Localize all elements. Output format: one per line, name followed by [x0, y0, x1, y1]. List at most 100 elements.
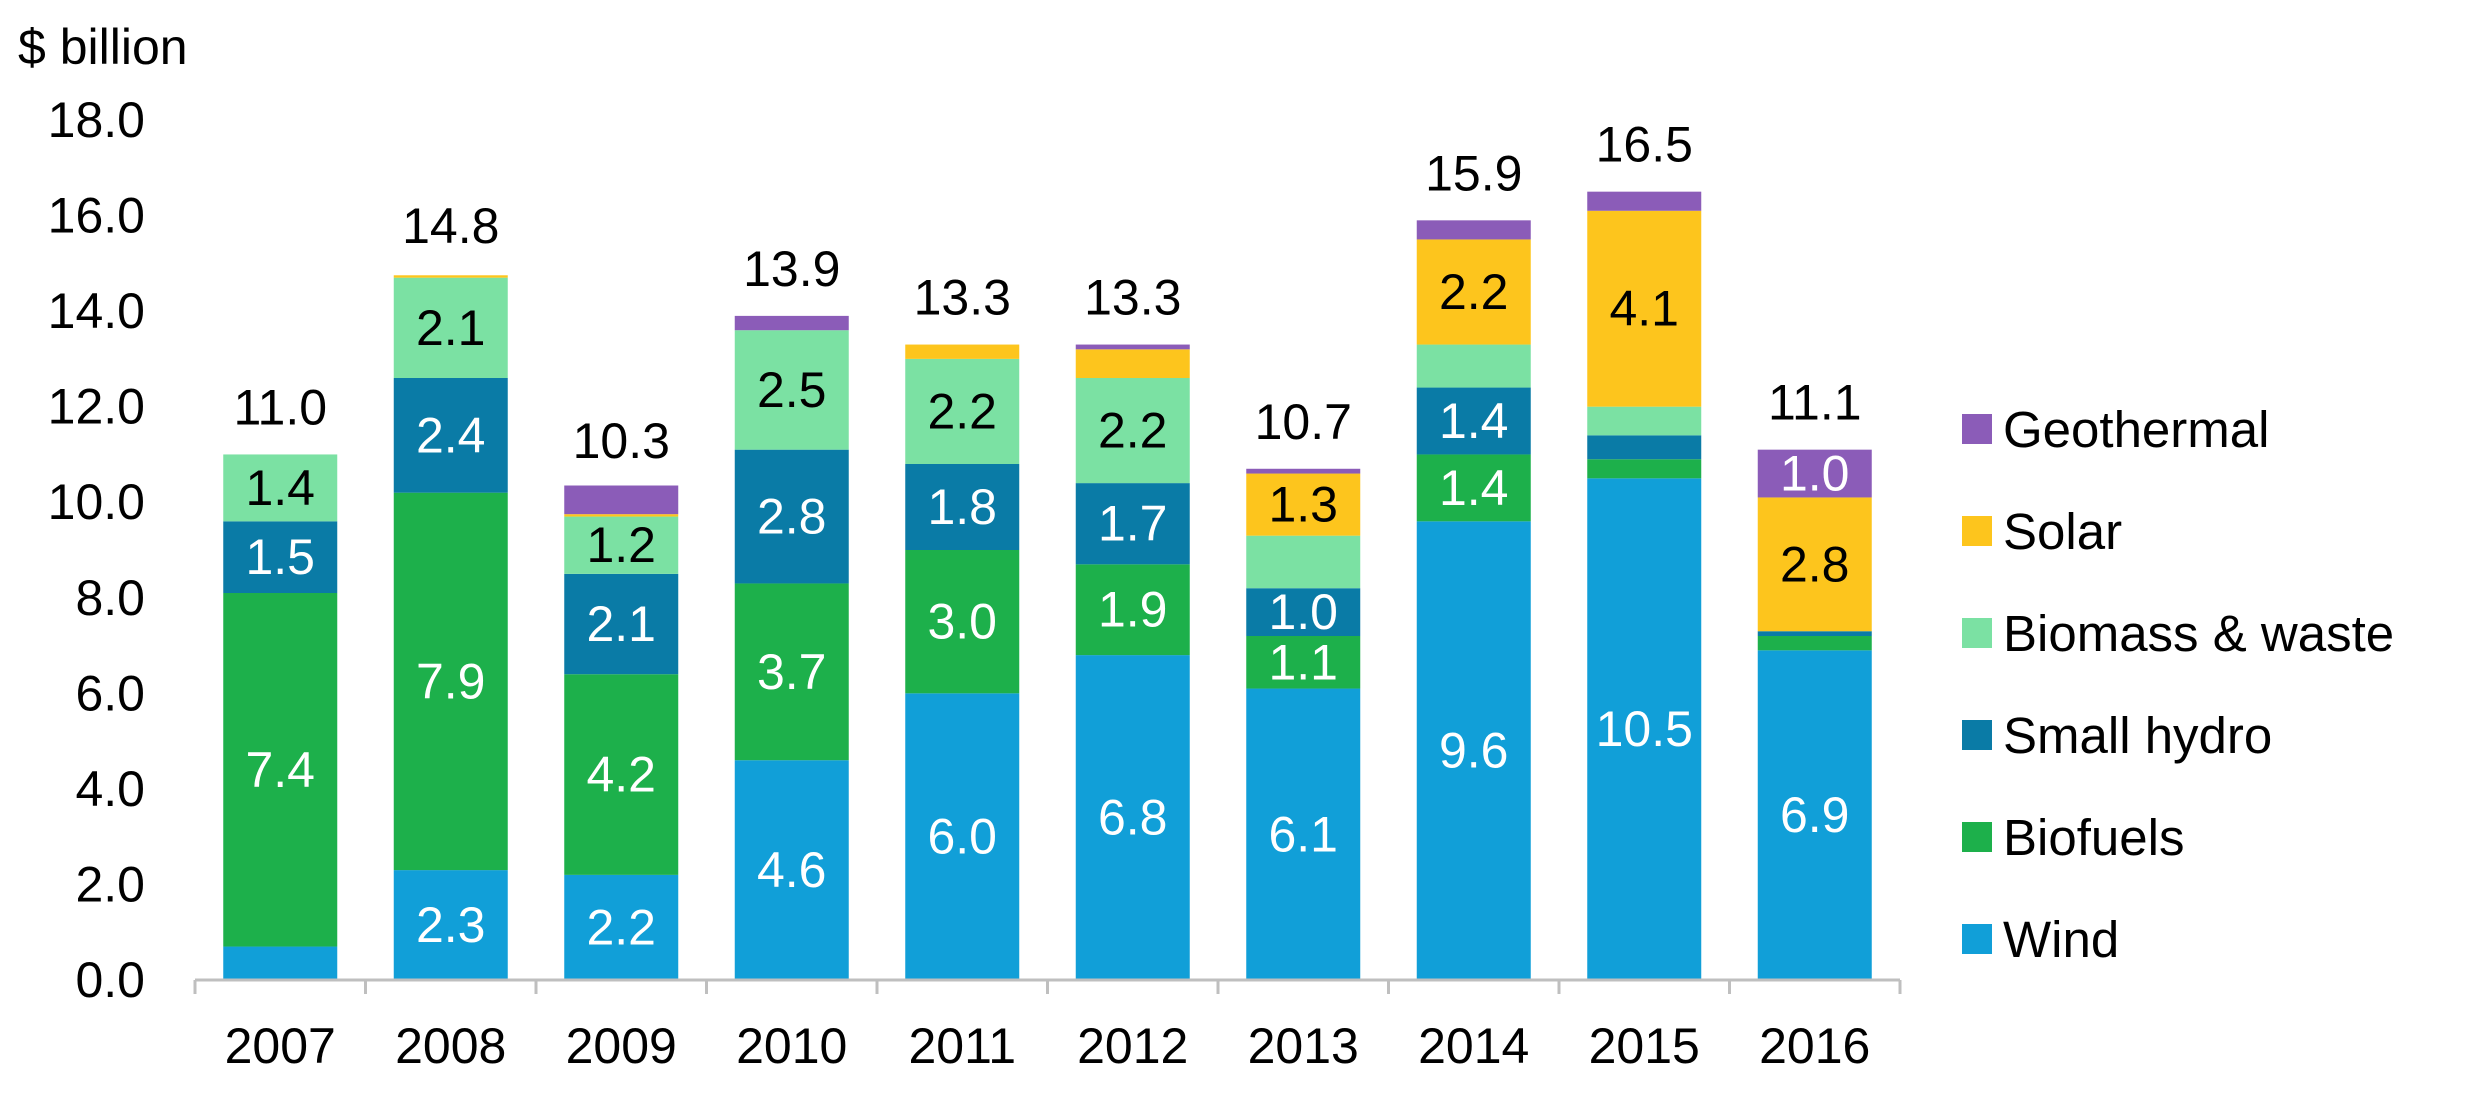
bar-segment-label: 6.8: [1098, 790, 1168, 846]
bar-segment-label: 6.9: [1780, 787, 1850, 843]
x-axis: 2007 2008 2009 2010 2011 2012 2013 2014 2015 2016: [193, 978, 1902, 1074]
bar-total-label: 13.9: [743, 241, 840, 297]
total-labels: 11.0 14.8 10.3 13.9 13.3 13.3 10.7 15.9 16.5 11.1: [233, 117, 1861, 469]
bar-segment: [905, 550, 1020, 694]
bar-segment: [393, 492, 508, 871]
y-tick-label: 2.0: [75, 856, 145, 912]
bar-segment-label: 1.4: [245, 460, 315, 516]
bar-segment-label: 1.5: [245, 529, 315, 585]
bar-segment: [734, 330, 849, 450]
bar-total-label: 11.1: [1768, 375, 1862, 431]
legend-label: Geothermal: [2003, 401, 2269, 458]
bar-segment: [564, 674, 679, 875]
bar-total-label: 14.8: [402, 198, 499, 254]
bar-segment: [1587, 459, 1702, 479]
bar-segment: [1075, 655, 1190, 980]
bar-segment: [1757, 449, 1872, 498]
bar-total-label: 16.5: [1596, 117, 1693, 173]
bar-segment-label: 1.0: [1268, 584, 1338, 640]
bar-segment-label: 2.2: [1098, 403, 1168, 459]
bar-segment: [393, 378, 508, 493]
bar-segment-label: 2.1: [586, 596, 656, 652]
bar-segment: [905, 464, 1020, 550]
bar-segment-label: 6.0: [927, 809, 997, 865]
x-tick-label: 2007: [225, 1018, 336, 1074]
bar-segment-label: 6.1: [1268, 806, 1338, 862]
bar-segment-label: 2.3: [416, 897, 486, 953]
bar-segment: [734, 315, 849, 331]
bar-segment: [1075, 483, 1190, 565]
bar-segment-label: 2.8: [757, 489, 827, 545]
legend-swatch: [1962, 822, 1992, 852]
legend-swatch: [1962, 720, 1992, 750]
bar-segment-label: 2.5: [757, 362, 827, 418]
legend-label: Biomass & waste: [2003, 605, 2394, 662]
x-tick-label: 2010: [736, 1018, 847, 1074]
bar-segment: [1416, 220, 1531, 240]
bar-segment: [223, 454, 338, 522]
x-tick-label: 2012: [1077, 1018, 1188, 1074]
bar-total-label: 13.3: [914, 270, 1011, 326]
bar-segment: [564, 573, 679, 675]
bar-segment: [905, 693, 1020, 980]
bar-segment: [1587, 435, 1702, 460]
bar-segment: [1075, 349, 1190, 378]
bars: 7.4 1.5 1.4 2.3 7.9 2.4 2.1 2.2 4.2 2.1 1.2 4.6 3.7 2…: [223, 191, 1872, 980]
legend-label: Small hydro: [2003, 707, 2272, 764]
bar-segment: [734, 449, 849, 584]
y-axis-ticks: 0.0 2.0 4.0 6.0 8.0 10.0 12.0 14.0 16.0 18.0: [48, 92, 145, 1008]
x-tick-label: 2008: [395, 1018, 506, 1074]
legend-label: Biofuels: [2003, 809, 2184, 866]
bar-segment: [1587, 191, 1702, 211]
bar-segment: [564, 874, 679, 980]
bar-segment: [1757, 650, 1872, 980]
bar-segment-label: 4.1: [1609, 281, 1679, 337]
y-tick-label: 14.0: [48, 283, 145, 339]
bar-segment-label: 3.0: [927, 594, 997, 650]
bar-segment: [1416, 344, 1531, 388]
x-tick-label: 2009: [566, 1018, 677, 1074]
bar-segment: [1757, 631, 1872, 636]
bar-segment-label: 7.4: [245, 742, 315, 798]
y-tick-label: 6.0: [75, 665, 145, 721]
bar-segment-label: 1.4: [1439, 393, 1509, 449]
bar-segment: [1075, 564, 1190, 656]
bar-segment: [393, 277, 508, 378]
bar-segment: [1246, 636, 1361, 689]
bar-segment-label: 2.2: [1439, 264, 1509, 320]
legend-label: Solar: [2003, 503, 2122, 560]
bar-segment: [1757, 636, 1872, 651]
bar-segment: [223, 593, 338, 947]
bar-segment-label: 1.3: [1268, 477, 1338, 533]
bar-segment-label: 4.2: [586, 747, 656, 803]
y-tick-label: 18.0: [48, 92, 145, 148]
x-tick-label: 2013: [1248, 1018, 1359, 1074]
bar-segment: [1246, 535, 1361, 589]
bar-segment: [564, 485, 679, 515]
bar-segment: [1416, 387, 1531, 455]
legend-swatch: [1962, 414, 1992, 444]
bar-total-label: 15.9: [1425, 145, 1522, 201]
bar-segment: [1246, 688, 1361, 980]
bar-segment-label: 2.1: [416, 300, 486, 356]
bar-segment-label: 2.4: [416, 407, 486, 463]
bar-segment: [1587, 210, 1702, 407]
bar-total-label: 13.3: [1084, 270, 1181, 326]
bar-total-label: 11.0: [233, 379, 327, 435]
bar-segment: [1246, 473, 1361, 536]
bar-segment: [564, 514, 679, 517]
bar-segment: [1416, 239, 1531, 345]
bar-segment: [905, 358, 1020, 464]
y-tick-label: 12.0: [48, 379, 145, 435]
bar-segment-label: 1.9: [1098, 582, 1168, 638]
bar-total-label: 10.7: [1255, 394, 1352, 450]
bar-segment: [1587, 478, 1702, 980]
bar-segment-label: 1.1: [1268, 634, 1338, 690]
bar-segment: [905, 344, 1020, 359]
y-tick-label: 8.0: [75, 570, 145, 626]
bar-segment-label: 1.7: [1098, 496, 1168, 552]
bar-segment: [393, 275, 508, 278]
bar-segment: [1587, 406, 1702, 436]
bar-segment: [1416, 454, 1531, 522]
